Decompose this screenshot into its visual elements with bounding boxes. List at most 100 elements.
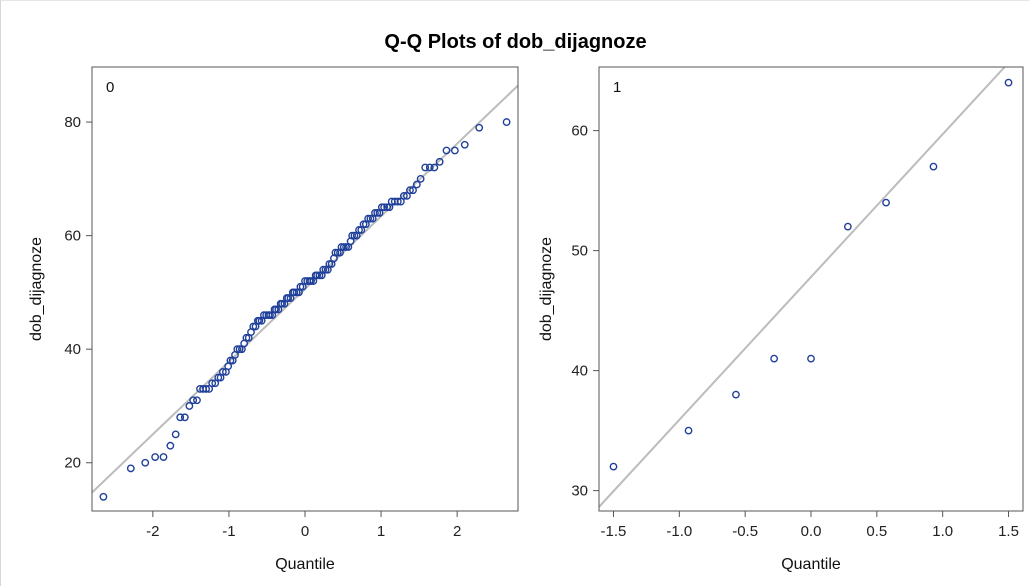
data-point (214, 373, 223, 382)
data-point (450, 146, 459, 155)
data-point (342, 243, 350, 251)
y-tick-label: 60 (64, 228, 81, 245)
x-tick-label: -0.5 (732, 523, 758, 540)
data-point (193, 396, 201, 405)
data-point (313, 271, 322, 280)
data-point (383, 203, 392, 212)
data-point (284, 294, 293, 302)
data-point (292, 288, 301, 297)
data-point (290, 288, 299, 297)
y-tick-label: 30 (571, 483, 588, 500)
data-point (393, 197, 402, 206)
data-point (732, 390, 740, 399)
data-point (266, 311, 274, 320)
x-tick-label: 0.0 (801, 523, 822, 540)
x-tick-label: -2 (146, 523, 159, 540)
x-tick-label: 2 (453, 523, 461, 540)
data-point (166, 441, 175, 450)
x-axis-label: Quantile (275, 556, 335, 573)
data-point (364, 214, 373, 223)
data-point (205, 385, 214, 393)
data-point (412, 180, 421, 189)
data-point (226, 356, 235, 365)
data-point (211, 379, 220, 388)
panel-label: 1 (613, 79, 621, 96)
x-axis-label: Quantile (781, 556, 841, 573)
data-point (442, 146, 451, 155)
data-point (176, 413, 185, 422)
data-point (807, 354, 815, 363)
data-point (218, 367, 227, 376)
x-tick-label: 1 (377, 523, 385, 540)
y-axis-label: dob_dijagnoze (28, 237, 45, 341)
data-point (339, 243, 348, 251)
data-point (425, 163, 434, 172)
data-point (403, 191, 411, 200)
data-point (272, 305, 280, 314)
data-point (1004, 78, 1013, 87)
data-point (770, 354, 779, 363)
data-point (331, 248, 340, 257)
data-point (325, 260, 334, 268)
data-point (684, 426, 693, 435)
plot-frame (598, 66, 1024, 512)
x-tick-label: -1.0 (666, 523, 692, 540)
data-point (460, 140, 469, 149)
data-point (278, 299, 287, 308)
data-point (406, 186, 414, 195)
data-point (233, 345, 242, 354)
data-point (333, 248, 342, 257)
data-point (319, 265, 328, 274)
data-point (373, 209, 382, 217)
data-points (99, 118, 511, 501)
x-tick-label: -1.5 (601, 523, 627, 540)
data-point (430, 163, 439, 172)
data-point (307, 277, 315, 285)
y-tick-label: 20 (64, 455, 81, 472)
data-point (396, 197, 405, 206)
data-point (929, 162, 938, 171)
data-point (141, 458, 150, 467)
data-point (171, 430, 180, 439)
data-point (421, 163, 430, 172)
data-point (843, 222, 852, 231)
data-point (348, 231, 357, 240)
page-title: Q-Q Plots of dob_dijagnoze (384, 31, 647, 53)
data-point (315, 271, 324, 280)
y-tick-label: 80 (64, 114, 81, 131)
data-point (296, 282, 305, 291)
data-point (399, 191, 408, 200)
data-point (242, 333, 251, 342)
data-point (151, 453, 160, 461)
data-point (359, 220, 368, 229)
data-point (208, 379, 217, 388)
data-point (255, 316, 264, 325)
data-point (435, 157, 444, 166)
y-tick-label: 50 (571, 243, 588, 260)
data-point (235, 345, 244, 354)
data-point (475, 123, 484, 132)
x-tick-label: 0 (301, 523, 309, 540)
data-point (180, 413, 189, 422)
y-tick-label: 40 (571, 363, 588, 380)
qq-panel-0: -2 -1 0 1 2 20 40 60 80 Quantile dob_dijagnoze 0 (28, 66, 519, 573)
data-point (249, 322, 258, 331)
y-axis-label: dob_dijagnoze (538, 237, 555, 341)
data-point (609, 462, 618, 471)
data-point (159, 453, 168, 461)
data-point (882, 198, 890, 207)
data-points (609, 78, 1013, 471)
data-point (355, 226, 363, 234)
data-point (185, 402, 194, 410)
data-point (377, 203, 386, 212)
y-tick-label: 40 (64, 341, 81, 358)
data-point (189, 396, 198, 405)
data-point (409, 186, 417, 195)
x-tick-label: -1 (222, 523, 235, 540)
x-tick-label: 1.5 (998, 523, 1019, 540)
x-tick-label: 1.0 (932, 523, 953, 540)
data-point (99, 492, 108, 501)
data-point (126, 464, 135, 473)
